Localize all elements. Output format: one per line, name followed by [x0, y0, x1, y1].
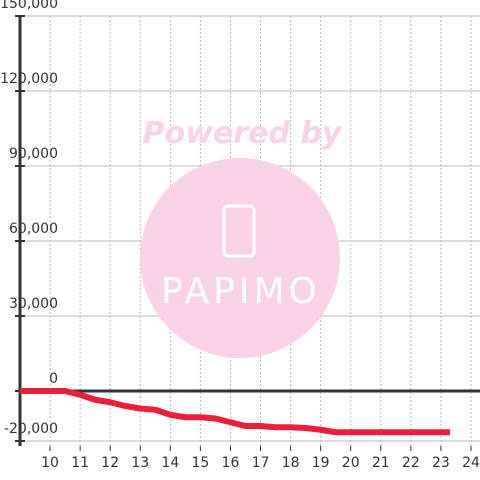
y-tick-label: 150,000 — [0, 0, 58, 12]
y-tick-label: 60,000 — [9, 221, 58, 237]
x-tick-label: 16 — [222, 455, 240, 471]
data-line — [20, 388, 450, 436]
x-tick-label: 18 — [282, 455, 300, 471]
x-tick-label: 24 — [462, 455, 480, 471]
y-tick-label: 90,000 — [9, 146, 58, 162]
y-tick-label: -20,000 — [4, 421, 58, 437]
x-tick-label: 22 — [402, 455, 420, 471]
watermark-icon — [222, 204, 256, 258]
watermark-logo: PAPIMO — [161, 271, 321, 312]
y-tick-label: 0 — [49, 371, 58, 387]
x-tick-label: 12 — [101, 455, 119, 471]
x-tick-label: 23 — [432, 455, 450, 471]
watermark-circle — [140, 158, 340, 358]
watermark-caption: Powered by — [143, 116, 343, 151]
y-tick-label: 120,000 — [0, 71, 58, 87]
x-tick-label: 13 — [131, 455, 149, 471]
x-tick-label: 21 — [372, 455, 390, 471]
x-tick-label: 14 — [161, 455, 179, 471]
x-tick-label: 15 — [191, 455, 209, 471]
x-tick-label: 20 — [342, 455, 360, 471]
x-tick-label: 10 — [41, 455, 59, 471]
x-tick-label: 17 — [252, 455, 270, 471]
y-tick-label: 30,000 — [9, 296, 58, 312]
x-tick-label: 19 — [312, 455, 330, 471]
x-tick-label: 11 — [71, 455, 89, 471]
